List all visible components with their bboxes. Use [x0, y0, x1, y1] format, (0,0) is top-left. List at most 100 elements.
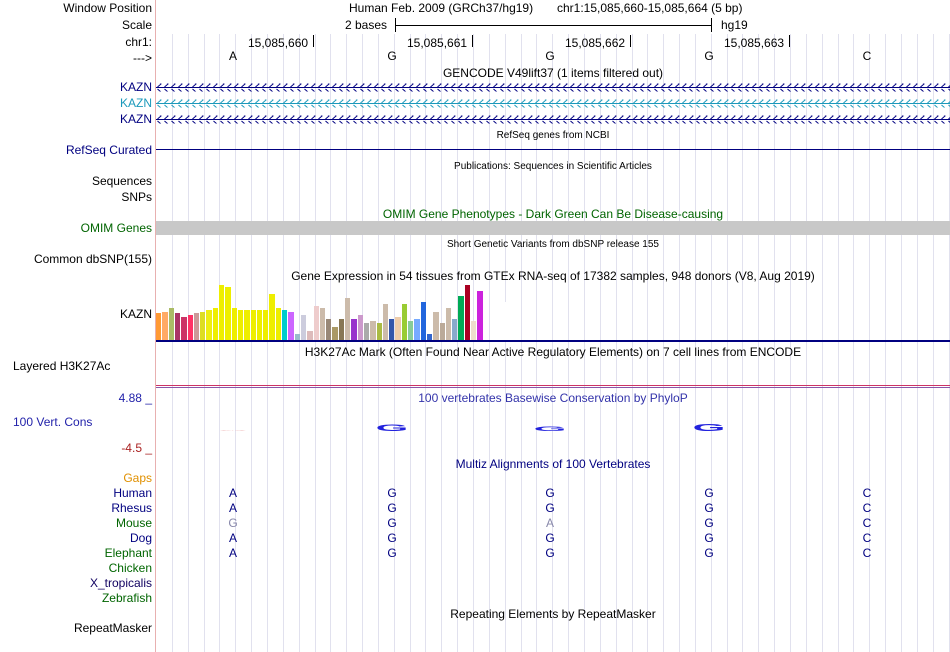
gtex-tissue-bar[interactable] — [263, 310, 269, 340]
h3k27ac-track-title[interactable]: H3K27Ac Mark (Often Found Near Active Re… — [304, 345, 802, 359]
label-species-dog[interactable]: Dog — [129, 531, 152, 545]
gtex-tissue-bar[interactable] — [206, 310, 212, 340]
gtex-tissue-bar[interactable] — [445, 308, 452, 340]
gtex-tissue-bar[interactable] — [338, 319, 345, 340]
publications-track-title[interactable]: Publications: Sequences in Scientific Ar… — [454, 161, 652, 172]
gtex-tissue-bar[interactable] — [345, 298, 351, 340]
gtex-tissue-bar[interactable] — [225, 287, 231, 340]
label-species-x-tropicalis[interactable]: X_tropicalis — [89, 576, 152, 590]
label-gencode-kazn-1[interactable]: KAZN — [119, 80, 152, 94]
label-species-rhesus[interactable]: Rhesus — [111, 501, 152, 515]
label-species-zebrafish[interactable]: Zebrafish — [101, 591, 152, 605]
gencode-transcript-1[interactable] — [156, 83, 950, 92]
gtex-tissue-bar[interactable] — [168, 308, 174, 340]
label-repeatmasker[interactable]: RepeatMasker — [73, 621, 152, 635]
label-species-elephant[interactable]: Elephant — [104, 546, 152, 560]
gtex-tissue-bar[interactable] — [426, 334, 433, 340]
gtex-tissue-bar[interactable] — [420, 302, 426, 340]
gtex-tissue-bar[interactable] — [181, 317, 187, 340]
gtex-tissue-bar[interactable] — [237, 310, 244, 340]
label-species-chicken[interactable]: Chicken — [108, 561, 152, 575]
gtex-tissue-bar[interactable] — [269, 294, 275, 340]
gtex-tissue-bar[interactable] — [244, 310, 250, 340]
label-gencode-kazn-2[interactable]: KAZN — [119, 96, 152, 110]
gtex-tissue-bar[interactable] — [282, 310, 288, 340]
gtex-tissue-bar[interactable] — [162, 312, 168, 340]
omim-track-title[interactable]: OMIM Gene Phenotypes - Dark Green Can Be… — [382, 207, 724, 221]
gtex-tissue-bar[interactable] — [389, 319, 395, 340]
label-snps[interactable]: SNPs — [121, 190, 152, 204]
gtex-tissue-bar[interactable] — [294, 334, 300, 340]
phylop-track-title[interactable]: 100 vertebrates Basewise Conservation by… — [418, 391, 688, 405]
gtex-tissue-bar[interactable] — [414, 319, 420, 340]
gtex-tissue-bar[interactable] — [515, 327, 521, 340]
gencode-track-title[interactable]: GENCODE V49lift37 (1 items filtered out) — [442, 66, 664, 80]
label-scale[interactable]: Scale — [121, 18, 152, 32]
gtex-tissue-bar[interactable] — [357, 315, 363, 340]
gtex-tissue-bar[interactable] — [193, 313, 200, 340]
gtex-tissue-bar[interactable] — [471, 321, 477, 340]
gtex-tissue-bar[interactable] — [458, 296, 464, 340]
gencode-transcript-2[interactable] — [156, 99, 950, 108]
gencode-transcripts[interactable] — [156, 80, 950, 124]
gtex-tissue-bar[interactable] — [332, 327, 338, 340]
label-sequences[interactable]: Sequences — [91, 174, 152, 188]
gtex-tissue-bar[interactable] — [288, 312, 294, 340]
gtex-tissue-bar[interactable] — [156, 313, 162, 340]
gtex-tissue-bar[interactable] — [496, 308, 502, 340]
refseq-track-title[interactable]: RefSeq genes from NCBI — [496, 130, 610, 141]
dbsnp-track-title[interactable]: Short Genetic Variants from dbSNP releas… — [447, 239, 659, 250]
multiz-track-title[interactable]: Multiz Alignments of 100 Vertebrates — [455, 457, 651, 471]
h3k27ac-signal-line[interactable] — [156, 385, 950, 386]
label-strand[interactable]: ---> — [133, 51, 152, 65]
gtex-tissue-bar[interactable] — [363, 323, 370, 340]
gtex-tissue-bar[interactable] — [382, 304, 389, 340]
gtex-tissue-bar[interactable] — [395, 317, 401, 340]
gtex-tissue-bar[interactable] — [408, 321, 414, 340]
track-image-area[interactable]: Human Feb. 2009 (GRCh37/hg19) chr1:15,08… — [156, 0, 950, 652]
label-gencode-kazn-3[interactable]: KAZN — [119, 112, 152, 126]
omim-gene-bar[interactable] — [156, 221, 950, 235]
gtex-tissue-bar[interactable] — [313, 306, 319, 340]
gtex-tissue-bar[interactable] — [464, 285, 471, 340]
gtex-track-title[interactable]: Gene Expression in 54 tissues from GTEx … — [291, 269, 815, 283]
gtex-tissue-bar[interactable] — [187, 315, 193, 340]
gtex-tissue-bar[interactable] — [452, 319, 458, 340]
gtex-tissue-bar[interactable] — [250, 310, 256, 340]
gtex-tissue-bar[interactable] — [502, 302, 508, 340]
refseq-gene-line[interactable] — [156, 149, 950, 150]
gtex-tissue-bar[interactable] — [200, 312, 206, 340]
gtex-tissue-bar[interactable] — [275, 308, 282, 340]
gtex-tissue-bar[interactable] — [307, 331, 313, 340]
gtex-tissue-bar[interactable] — [477, 291, 483, 340]
gtex-tissue-bar[interactable] — [256, 310, 263, 340]
gtex-tissue-bar[interactable] — [351, 319, 357, 340]
label-gtex-kazn[interactable]: KAZN — [119, 307, 152, 321]
gtex-tissue-bar[interactable] — [212, 308, 219, 340]
label-window-position[interactable]: Window Position — [63, 1, 152, 15]
gencode-transcript-3[interactable] — [156, 115, 950, 124]
label-gaps[interactable]: Gaps — [123, 471, 152, 485]
gtex-tissue-bar[interactable] — [326, 319, 332, 340]
gtex-tissue-bar[interactable] — [376, 323, 382, 340]
label-species-human[interactable]: Human — [113, 486, 152, 500]
gtex-tissue-bar[interactable] — [489, 310, 496, 340]
label-layered-h3k27ac[interactable]: Layered H3K27Ac — [13, 359, 111, 373]
gtex-tissue-bar[interactable] — [231, 308, 237, 340]
gtex-tissue-bar[interactable] — [439, 323, 445, 340]
phylop-logo[interactable]: A G G G — [156, 416, 950, 446]
gtex-tissue-bar[interactable] — [319, 308, 326, 340]
gtex-bar-chart[interactable] — [156, 284, 556, 340]
label-100-vert-cons[interactable]: 100 Vert. Cons — [13, 415, 93, 429]
gtex-tissue-bar[interactable] — [370, 321, 376, 340]
label-chr[interactable]: chr1: — [125, 35, 152, 49]
gtex-tissue-bar[interactable] — [219, 285, 225, 340]
label-common-dbsnp[interactable]: Common dbSNP(155) — [33, 252, 152, 266]
gtex-tissue-bar[interactable] — [508, 306, 515, 340]
label-omim-genes[interactable]: OMIM Genes — [80, 221, 152, 235]
gtex-tissue-bar[interactable] — [300, 315, 307, 340]
label-species-mouse[interactable]: Mouse — [115, 516, 152, 530]
gtex-tissue-bar[interactable] — [174, 313, 181, 340]
gtex-tissue-bar[interactable] — [401, 304, 408, 340]
